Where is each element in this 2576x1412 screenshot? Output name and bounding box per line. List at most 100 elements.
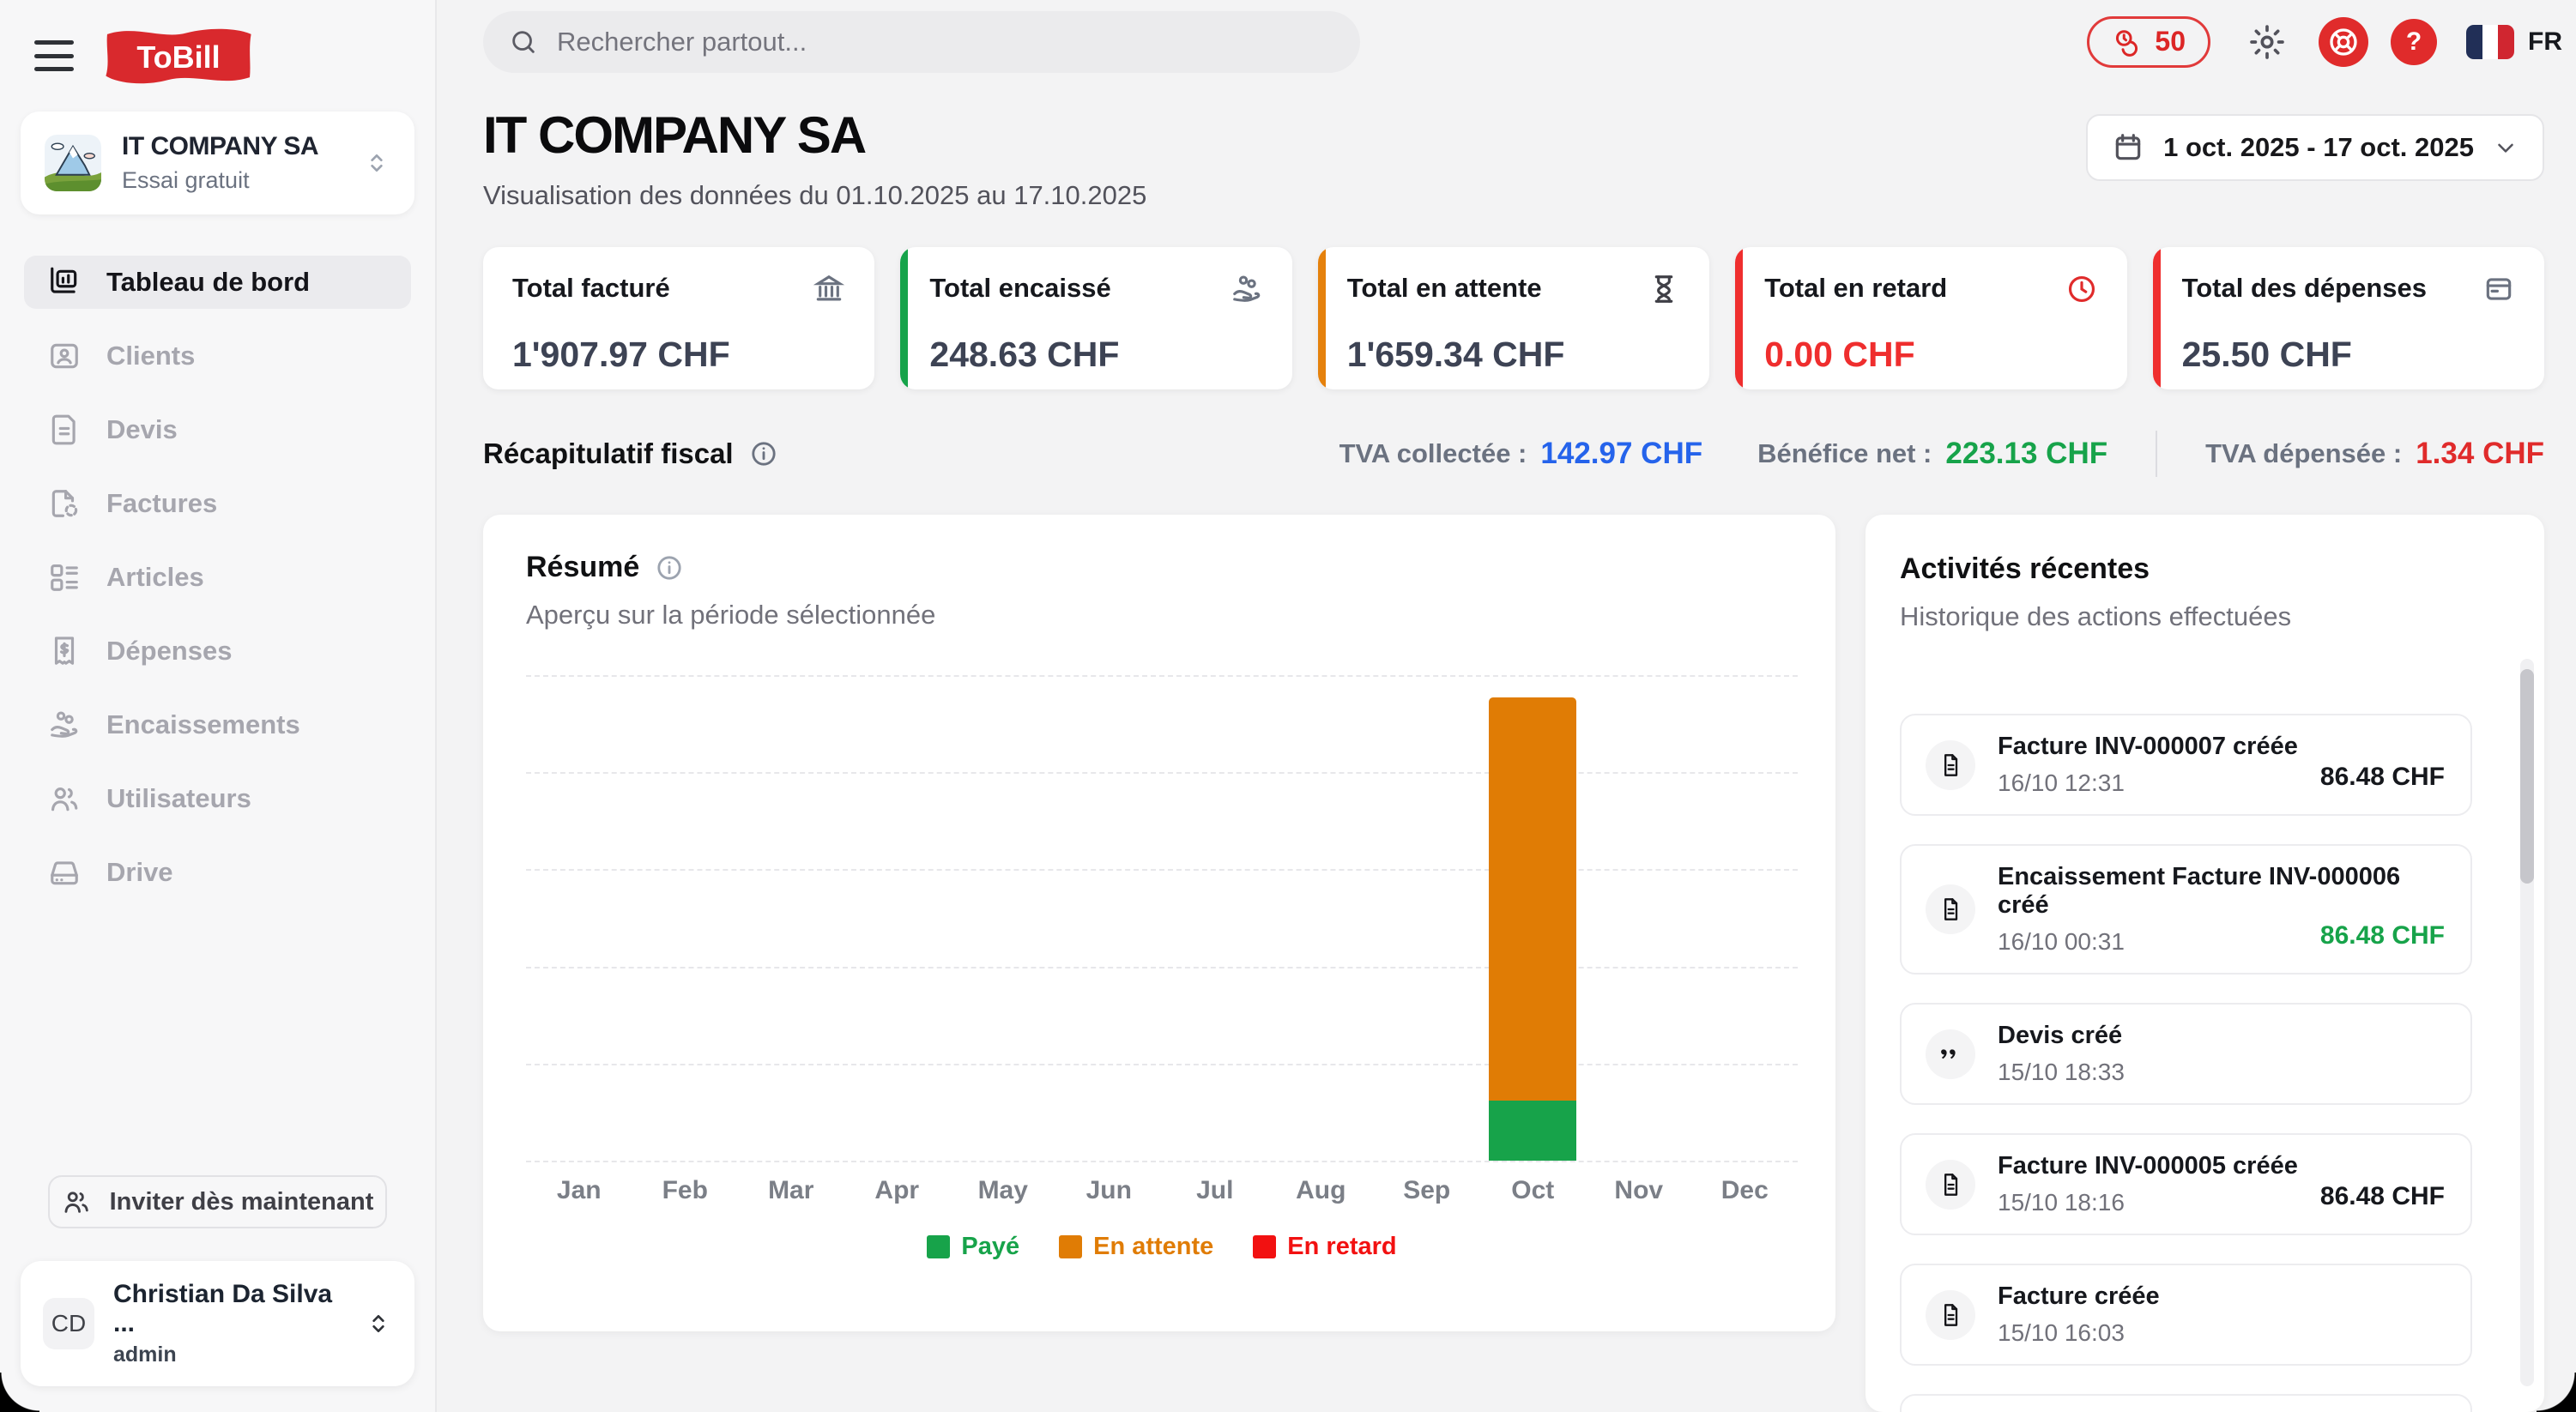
info-icon[interactable] — [655, 553, 684, 582]
bar-segment-Payé — [1489, 1100, 1577, 1161]
tobill-logo[interactable]: ToBill — [98, 21, 259, 90]
sidebar-item-label: Factures — [106, 488, 218, 518]
users-icon — [48, 782, 81, 815]
recent-activities-panel: Activités récentes Historique des action… — [1865, 515, 2544, 1412]
accent-bar — [900, 247, 909, 389]
clock-icon — [2065, 273, 2098, 305]
sidebar-item-label: Devis — [106, 414, 178, 444]
hamburger-menu-icon[interactable] — [34, 40, 74, 71]
sidebar-item-dashboard[interactable]: Tableau de bord — [24, 256, 411, 309]
scrollbar-track[interactable] — [2520, 659, 2534, 1386]
french-flag-icon[interactable] — [2466, 24, 2514, 59]
settings-button[interactable] — [2248, 23, 2286, 61]
credits-badge[interactable]: 50 — [2087, 15, 2210, 68]
bar-Oct[interactable] — [1489, 675, 1577, 1161]
info-icon[interactable] — [749, 439, 778, 468]
x-tick: Mar — [768, 1176, 814, 1204]
language-label[interactable]: FR — [2528, 27, 2562, 56]
sidebar-item-articles[interactable]: Articles — [24, 551, 411, 604]
stat-card-pending: Total en attente 1'659.34 CHF — [1317, 247, 1710, 389]
fiscal-summary: Récapitulatif fiscal TVA collectée : 142… — [483, 431, 2544, 477]
metric-value: 223.13 CHF — [1945, 437, 2108, 470]
bar-segment-En attente — [1489, 697, 1577, 1101]
chart-subtitle: Aperçu sur la période sélectionnée — [526, 600, 936, 630]
stat-card-invoiced: Total facturé 1'907.97 CHF — [483, 247, 875, 389]
legend-paid: Payé — [927, 1233, 1019, 1261]
metric-value: 142.97 CHF — [1540, 437, 1703, 470]
x-tick: Dec — [1720, 1176, 1769, 1204]
sidebar-item-label: Drive — [106, 857, 173, 887]
legend-swatch-red — [1253, 1235, 1277, 1258]
sidebar-item-devis[interactable]: Devis — [24, 403, 411, 456]
hand-coins-icon — [48, 709, 81, 741]
activity-item[interactable]: Encaissement Facture INV-000006 créé 16/… — [1900, 844, 2472, 975]
x-tick: Nov — [1614, 1176, 1664, 1204]
sidebar-item-clients[interactable]: Clients — [24, 329, 411, 383]
file-icon — [1926, 1289, 1975, 1340]
accent-bar — [1735, 247, 1744, 389]
hard-drive-icon — [48, 856, 81, 889]
file-icon — [1926, 739, 1975, 790]
layout-list-icon — [48, 561, 81, 594]
stat-title: Total en attente — [1346, 273, 1542, 303]
date-range-picker[interactable]: 1 oct. 2025 - 17 oct. 2025 — [2086, 114, 2544, 181]
page-subtitle: Visualisation des données du 01.10.2025 … — [483, 180, 1147, 210]
file-sync-icon — [48, 487, 81, 520]
calendar-icon — [2112, 131, 2144, 164]
credits-count: 50 — [2155, 26, 2186, 57]
activity-item[interactable]: Facture créée 15/10 16:03 — [1900, 1264, 2472, 1366]
lifebuoy-icon — [2326, 25, 2361, 59]
bank-icon — [813, 273, 845, 305]
sidebar-item-label: Utilisateurs — [106, 783, 251, 813]
sidebar-item-label: Encaissements — [106, 709, 300, 739]
topbar: Rechercher partout... 50 ? FR — [437, 0, 2576, 83]
support-button[interactable] — [2319, 16, 2368, 67]
question-mark-icon: ? — [2405, 27, 2422, 56]
sidebar-item-depenses[interactable]: Dépenses — [24, 625, 411, 678]
sidebar-item-encaissements[interactable]: Encaissements — [24, 698, 411, 751]
net-profit-metric: Bénéfice net : 223.13 CHF — [1757, 437, 2107, 471]
chevron-down-icon — [2493, 135, 2519, 160]
activity-item[interactable]: Facture INV-000007 créée 16/10 12:31 86.… — [1900, 714, 2472, 816]
invite-button[interactable]: Inviter dès maintenant — [48, 1175, 387, 1228]
stat-value: 0.00 CHF — [1764, 335, 1915, 374]
sidebar-item-label: Tableau de bord — [106, 267, 311, 297]
user-meta: Christian Da Silva ... admin — [113, 1280, 346, 1367]
activities-list: Facture INV-000007 créée 16/10 12:31 86.… — [1900, 714, 2510, 1412]
topbar-actions: 50 ? FR — [2087, 15, 2562, 68]
sidebar: ToBill IT COMPANY SA Essai gratuit — [0, 0, 437, 1412]
sidebar-spacer — [0, 899, 435, 1175]
user-name: Christian Da Silva ... — [113, 1280, 333, 1337]
sidebar-nav: Tableau de bord Clients Devis Factures A… — [0, 256, 435, 899]
gear-icon — [2248, 23, 2286, 61]
help-button[interactable]: ? — [2391, 18, 2437, 65]
x-tick: Aug — [1296, 1176, 1346, 1204]
stat-card-overdue: Total en retard 0.00 CHF — [1735, 247, 2127, 389]
activity-item[interactable]: Devis créé 15/10 18:33 — [1900, 1003, 2472, 1105]
chart-title: Résumé — [526, 551, 640, 583]
contact-card-icon — [48, 340, 81, 372]
search-input[interactable]: Rechercher partout... — [483, 10, 1360, 73]
date-range-value: 1 oct. 2025 - 17 oct. 2025 — [2163, 132, 2474, 162]
activities-title: Activités récentes — [1900, 552, 2150, 585]
activity-amount: 86.48 CHF — [2319, 763, 2445, 791]
stat-value: 1'907.97 CHF — [512, 335, 730, 374]
main-grid: Résumé Aperçu sur la période sélectionné… — [483, 515, 2544, 1412]
sidebar-item-utilisateurs[interactable]: Utilisateurs — [24, 772, 411, 825]
company-name: IT COMPANY SA — [122, 132, 319, 160]
company-selector[interactable]: IT COMPANY SA Essai gratuit — [21, 112, 414, 214]
user-menu[interactable]: CD Christian Da Silva ... admin — [21, 1261, 414, 1386]
bar-chart-plot — [526, 675, 1798, 1162]
x-tick: Jan — [556, 1176, 602, 1204]
activity-item-partial[interactable] — [1900, 1394, 2472, 1412]
metric-label: TVA collectée : — [1339, 438, 1527, 468]
x-tick: Jun — [1085, 1176, 1132, 1204]
sidebar-item-drive[interactable]: Drive — [24, 846, 411, 899]
activity-item[interactable]: Facture INV-000005 créée 15/10 18:16 86.… — [1900, 1133, 2472, 1235]
sidebar-item-factures[interactable]: Factures — [24, 477, 411, 530]
scrollbar-thumb[interactable] — [2520, 669, 2534, 884]
divider — [2156, 431, 2158, 477]
sidebar-item-label: Clients — [106, 341, 196, 371]
stat-value: 25.50 CHF — [2181, 335, 2352, 374]
